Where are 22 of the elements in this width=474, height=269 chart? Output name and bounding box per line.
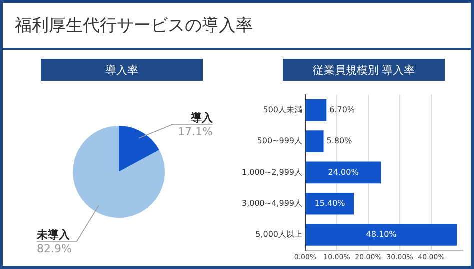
chart-title: 導入率 — [41, 59, 203, 81]
data-label: 17.1% — [178, 125, 213, 138]
bar — [306, 192, 354, 215]
data-label: 5.80% — [326, 136, 353, 146]
y-tick-label: 1,000~2,999人 — [242, 168, 303, 177]
chart-title: 従業員規模別 導入率 — [283, 59, 445, 81]
bar — [306, 99, 327, 122]
data-label: 24.00% — [328, 168, 360, 177]
bar — [306, 162, 382, 184]
data-label: 48.10% — [366, 230, 398, 240]
y-tick-label: 3,000~4,999人 — [242, 198, 303, 208]
y-tick-label: 5,000人以上 — [256, 230, 303, 240]
bar — [306, 224, 458, 246]
y-tick-label: 500人未満 — [263, 105, 303, 114]
data-label: 6.70% — [330, 105, 356, 114]
y-tick-label: 500~999人 — [257, 136, 303, 146]
slice-label: 未導入 — [36, 228, 71, 242]
slice-label: 導入 — [190, 111, 214, 124]
data-label: 82.9% — [37, 242, 72, 256]
bar — [306, 130, 324, 152]
data-label: 15.40% — [314, 198, 346, 208]
text: 福利厚生代行サービスの導入率 — [15, 15, 253, 37]
